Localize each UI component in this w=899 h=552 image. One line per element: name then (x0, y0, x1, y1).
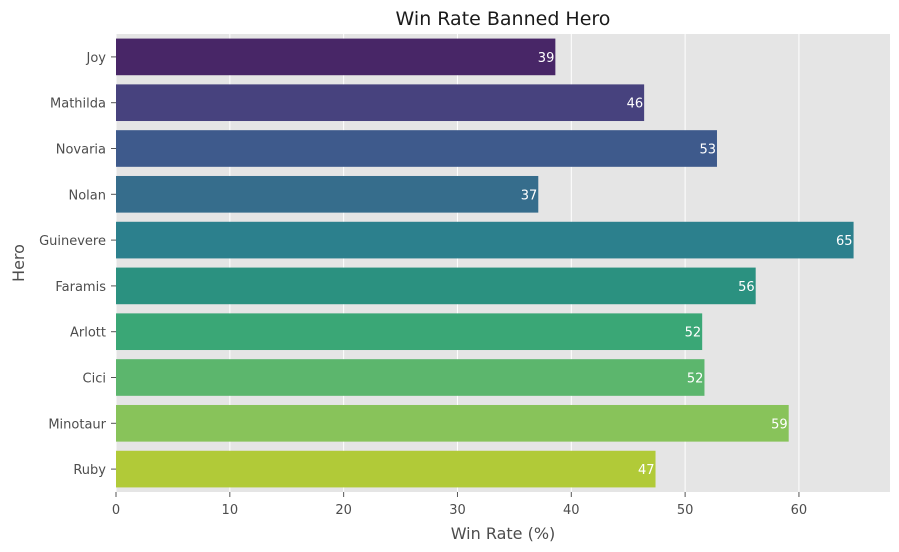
y-tick-label: Mathilda (50, 97, 106, 112)
y-tick-label: Faramis (55, 280, 106, 295)
x-axis-title: Win Rate (%) (451, 524, 556, 543)
y-tick-labels: Joy Mathilda Novaria Nolan Guinevere Faramis A… (39, 51, 116, 478)
bar (116, 38, 556, 76)
bar-value-label: 46 (627, 97, 644, 112)
x-tick-label: 60 (791, 503, 808, 518)
x-tick-label: 30 (449, 503, 466, 518)
x-tick-labels: 0 10 20 30 40 50 60 (112, 492, 807, 518)
y-tick-label: Nolan (69, 188, 107, 203)
bar-value-label: 47 (638, 463, 655, 478)
bar-value-label: 52 (687, 372, 704, 387)
x-tick-label: 50 (677, 503, 694, 518)
bar (116, 450, 656, 488)
bar (116, 84, 645, 122)
bar (116, 404, 789, 442)
bar (116, 130, 717, 167)
bars (116, 38, 854, 488)
bar-value-label: 39 (538, 51, 555, 66)
bar (116, 267, 756, 305)
y-tick-label: Cici (83, 372, 106, 387)
bar-value-label: 52 (685, 326, 702, 341)
y-tick-label: Arlott (70, 326, 106, 341)
bar-value-label: 59 (771, 417, 788, 432)
bar (116, 313, 703, 351)
bar-value-label: 65 (836, 234, 853, 249)
y-tick-label: Novaria (56, 143, 106, 158)
bar-value-label: 56 (738, 280, 755, 295)
x-tick-label: 40 (563, 503, 580, 518)
y-tick-label: Minotaur (48, 417, 106, 432)
chart-title: Win Rate Banned Hero (396, 8, 611, 30)
bar (116, 175, 539, 213)
bar-value-labels: 39 46 53 37 65 56 52 52 59 47 (521, 51, 853, 478)
x-tick-label: 10 (222, 503, 239, 518)
y-tick-label: Joy (86, 51, 107, 66)
bar-value-label: 53 (699, 143, 716, 158)
y-tick-label: Guinevere (39, 234, 106, 249)
x-tick-label: 20 (335, 503, 352, 518)
bar-value-label: 37 (521, 188, 538, 203)
x-tick-label: 0 (112, 503, 120, 518)
bar (116, 359, 705, 396)
y-axis-title: Hero (9, 244, 28, 282)
bar (116, 221, 854, 259)
y-tick-label: Ruby (73, 463, 106, 478)
